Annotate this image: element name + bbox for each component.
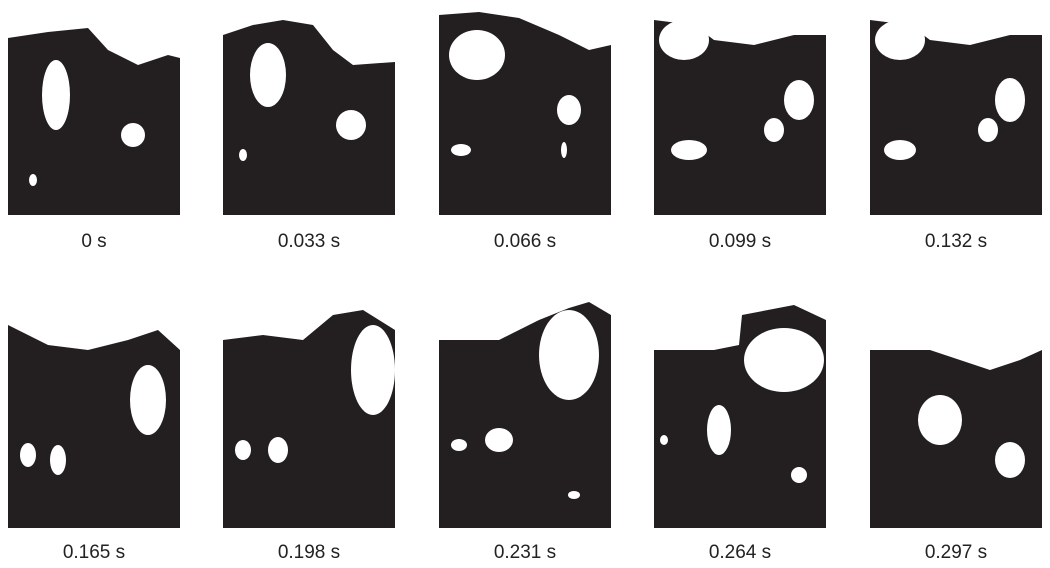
frame (439, 12, 611, 215)
frame-label: 0.033 s (278, 231, 340, 252)
bubble (561, 142, 567, 158)
frame-label: 0.264 s (709, 542, 771, 563)
frame (8, 325, 180, 528)
frame-label: 0.099 s (709, 231, 771, 252)
frame (870, 350, 1042, 528)
bubble (568, 491, 580, 499)
bubble (660, 435, 668, 445)
bubble (659, 20, 709, 60)
bubble (784, 80, 814, 120)
dark-region (223, 20, 395, 215)
bubble (121, 123, 145, 147)
frame-label: 0.066 s (494, 231, 556, 252)
frame-label: 0.231 s (494, 542, 556, 563)
frame (223, 310, 395, 528)
bubble (451, 144, 471, 156)
bubble (791, 467, 807, 483)
bubble (268, 437, 288, 463)
bubble (250, 43, 286, 107)
bubble (539, 310, 599, 400)
bubble (451, 439, 467, 451)
dark-region (8, 28, 180, 215)
frame-label: 0 s (81, 231, 106, 252)
bubble (336, 110, 366, 140)
bubble (995, 78, 1025, 122)
bubble (20, 443, 36, 467)
bubble (875, 20, 925, 60)
bubble (978, 118, 998, 142)
bubble (995, 442, 1025, 478)
frame-label: 0.165 s (63, 542, 125, 563)
bubble (50, 445, 66, 475)
dark-region (870, 350, 1042, 528)
bubble (557, 95, 581, 125)
figure: 0 s 0.033 s 0.066 s 0.099 s 0.132 s 0.165 s 0.… (0, 0, 1050, 568)
bubble (449, 30, 505, 80)
bubble (884, 140, 916, 160)
bubble (707, 405, 731, 455)
bubble (239, 149, 247, 161)
bubble (130, 365, 166, 435)
frame (870, 20, 1042, 215)
bubble (744, 328, 824, 392)
bubble (918, 395, 962, 445)
bubble (42, 60, 70, 130)
frame (654, 20, 826, 215)
frame-label: 0.198 s (278, 542, 340, 563)
frame (439, 302, 611, 528)
frame (654, 305, 826, 528)
bubble (485, 428, 513, 452)
bubble (29, 174, 37, 186)
bubble (764, 118, 784, 142)
bubble (235, 440, 251, 460)
frame-label: 0.132 s (925, 231, 987, 252)
frame-label: 0.297 s (925, 542, 987, 563)
frame (8, 28, 180, 215)
frame (223, 20, 395, 215)
bubble (671, 140, 707, 160)
bubble (351, 325, 395, 415)
